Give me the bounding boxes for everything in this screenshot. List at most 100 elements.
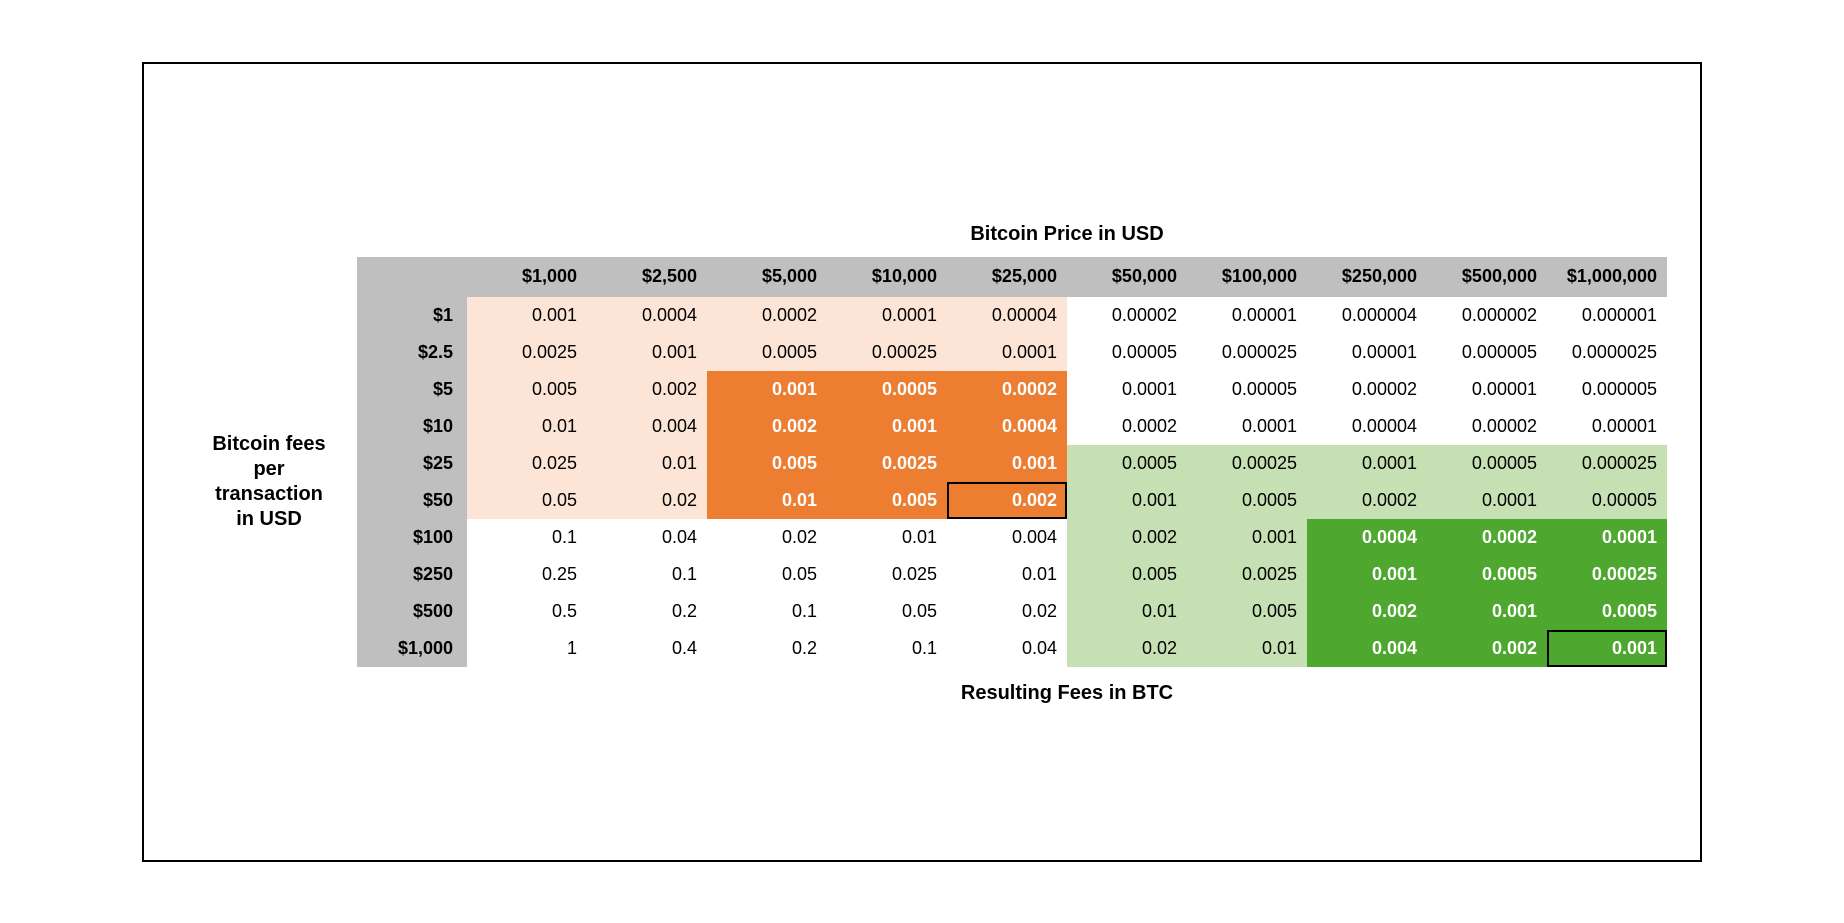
data-cell: 0.00004 (947, 297, 1067, 334)
row-header: $50 (357, 482, 467, 519)
col-header: $100,000 (1187, 257, 1307, 297)
data-cell: 0.02 (707, 519, 827, 556)
data-cell: 0.0002 (707, 297, 827, 334)
data-cell: 0.0001 (827, 297, 947, 334)
data-cell: 0.1 (467, 519, 587, 556)
data-cell: 0.0004 (587, 297, 707, 334)
col-header: $10,000 (827, 257, 947, 297)
data-cell: 0.01 (467, 408, 587, 445)
data-cell: 0.0002 (1427, 519, 1547, 556)
col-header: $50,000 (1067, 257, 1187, 297)
data-cell: 0.0001 (1307, 445, 1427, 482)
data-cell: 0.0005 (1187, 482, 1307, 519)
table-frame: Bitcoin Price in USD$1,000$2,500$5,000$1… (142, 62, 1702, 862)
data-cell: 0.00001 (1187, 297, 1307, 334)
data-cell: 0.001 (1427, 593, 1547, 630)
data-cell: 0.00005 (1187, 371, 1307, 408)
data-cell: 0.2 (587, 593, 707, 630)
data-cell: 0.00001 (1427, 371, 1547, 408)
row-header: $2.5 (357, 334, 467, 371)
data-cell: 0.0001 (1547, 519, 1667, 556)
data-cell: 0.000025 (1547, 445, 1667, 482)
data-cell: 0.1 (707, 593, 827, 630)
data-cell: 0.001 (707, 371, 827, 408)
data-cell: 0.0000025 (1547, 334, 1667, 371)
data-cell: 0.001 (587, 334, 707, 371)
data-cell: 0.02 (947, 593, 1067, 630)
data-cell: 0.02 (1067, 630, 1187, 667)
data-cell: 0.002 (1307, 593, 1427, 630)
col-header: $25,000 (947, 257, 1067, 297)
data-cell: 0.0025 (1187, 556, 1307, 593)
data-cell: 0.000002 (1427, 297, 1547, 334)
data-cell: 0.002 (1067, 519, 1187, 556)
data-cell: 0.05 (467, 482, 587, 519)
data-cell: 0.00004 (1307, 408, 1427, 445)
row-header: $10 (357, 408, 467, 445)
data-cell: 0.00005 (1427, 445, 1547, 482)
data-cell: 0.0025 (827, 445, 947, 482)
data-cell: 0.0004 (947, 408, 1067, 445)
data-cell: 0.001 (1067, 482, 1187, 519)
data-cell: 0.02 (587, 482, 707, 519)
data-cell: 0.0002 (947, 371, 1067, 408)
row-header: $25 (357, 445, 467, 482)
data-cell: 0.0025 (467, 334, 587, 371)
spacer (177, 257, 357, 297)
col-header: $5,000 (707, 257, 827, 297)
data-cell: 0.00025 (1187, 445, 1307, 482)
data-cell: 0.001 (1187, 519, 1307, 556)
data-cell: 0.000005 (1547, 371, 1667, 408)
top-axis-title: Bitcoin Price in USD (467, 213, 1667, 257)
data-cell: 0.01 (1187, 630, 1307, 667)
data-cell: 0.4 (587, 630, 707, 667)
spacer (177, 213, 467, 257)
fee-matrix-table: Bitcoin Price in USD$1,000$2,500$5,000$1… (177, 213, 1667, 711)
data-cell: 0.005 (707, 445, 827, 482)
data-cell: 0.0005 (1427, 556, 1547, 593)
data-cell: 0.05 (827, 593, 947, 630)
data-cell: 0.001 (1547, 630, 1667, 667)
col-header: $1,000,000 (1547, 257, 1667, 297)
data-cell: 0.00005 (1547, 482, 1667, 519)
data-cell: 0.000004 (1307, 297, 1427, 334)
data-cell: 0.005 (1067, 556, 1187, 593)
data-cell: 0.005 (467, 371, 587, 408)
data-cell: 0.00005 (1067, 334, 1187, 371)
col-header: $2,500 (587, 257, 707, 297)
data-cell: 0.000025 (1187, 334, 1307, 371)
data-cell: 0.00001 (1547, 408, 1667, 445)
data-cell: 0.00002 (1427, 408, 1547, 445)
col-header: $500,000 (1427, 257, 1547, 297)
data-cell: 0.2 (707, 630, 827, 667)
data-cell: 0.0005 (827, 371, 947, 408)
data-cell: 0.0002 (1307, 482, 1427, 519)
data-cell: 0.002 (707, 408, 827, 445)
data-cell: 0.01 (587, 445, 707, 482)
data-cell: 0.05 (707, 556, 827, 593)
data-cell: 0.001 (827, 408, 947, 445)
data-cell: 0.002 (1427, 630, 1547, 667)
data-cell: 0.0002 (1067, 408, 1187, 445)
data-cell: 0.0001 (1187, 408, 1307, 445)
data-cell: 0.00025 (827, 334, 947, 371)
data-cell: 0.004 (1307, 630, 1427, 667)
data-cell: 0.5 (467, 593, 587, 630)
data-cell: 0.002 (947, 482, 1067, 519)
data-cell: 0.001 (947, 445, 1067, 482)
corner-cell (357, 257, 467, 297)
data-cell: 0.00001 (1307, 334, 1427, 371)
data-cell: 0.00002 (1307, 371, 1427, 408)
data-cell: 0.00025 (1547, 556, 1667, 593)
row-header: $250 (357, 556, 467, 593)
data-cell: 0.0001 (1427, 482, 1547, 519)
side-axis-title: Bitcoin feespertransactionin USD (177, 297, 357, 667)
data-cell: 0.000001 (1547, 297, 1667, 334)
col-header: $1,000 (467, 257, 587, 297)
data-cell: 0.0005 (1547, 593, 1667, 630)
data-cell: 0.0001 (1067, 371, 1187, 408)
row-header: $100 (357, 519, 467, 556)
data-cell: 0.001 (467, 297, 587, 334)
data-cell: 0.000005 (1427, 334, 1547, 371)
data-cell: 0.25 (467, 556, 587, 593)
